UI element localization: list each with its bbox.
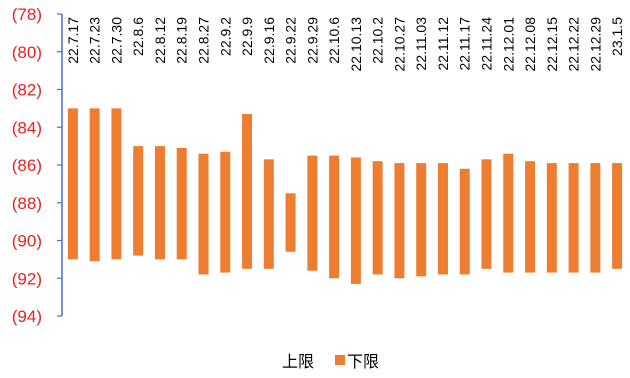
- range-bar: [481, 159, 492, 269]
- range-bar: [67, 108, 78, 260]
- range-bar: [525, 161, 536, 273]
- legend: 上限 下限: [282, 353, 379, 371]
- x-tick-label: 22.7.23: [87, 17, 103, 64]
- x-tick-label: 22.8.12: [152, 17, 168, 64]
- x-tick-label: 22.11.17: [457, 17, 473, 71]
- x-tick-label: 22.8.19: [174, 17, 190, 64]
- x-tick-label: 23.1.5: [609, 17, 625, 56]
- range-bar: [590, 163, 601, 273]
- x-tick-label: 22.10.2: [370, 17, 386, 64]
- range-bar: [176, 148, 187, 260]
- x-axis: 22.7.17 22.7.23 22.7.30 22.8.6 22.8.12 22.8.1…: [65, 17, 625, 72]
- range-bar: [437, 163, 448, 275]
- x-tick-label: 22.7.17: [65, 17, 81, 64]
- x-tick-label: 22.11.12: [435, 17, 451, 71]
- range-bar: [546, 163, 557, 273]
- range-bar: [372, 161, 383, 275]
- x-tick-label: 22.10.13: [348, 17, 364, 72]
- legend-label-upper: 上限: [282, 353, 314, 371]
- range-bar: [133, 146, 144, 256]
- x-tick-label: 22.8.27: [196, 17, 212, 64]
- y-tick-label: (94): [12, 307, 42, 326]
- x-tick-label: 22.7.30: [108, 17, 124, 64]
- range-bars: [67, 108, 623, 284]
- x-tick-label: 22.9.29: [304, 17, 320, 64]
- y-tick-label: (92): [12, 269, 42, 288]
- range-bar: [111, 108, 122, 260]
- range-bar: [198, 153, 209, 275]
- x-tick-label: 22.9.22: [283, 17, 299, 64]
- y-tick-label: (82): [12, 81, 42, 100]
- y-tick-label: (80): [12, 43, 42, 62]
- range-bar: [612, 163, 623, 269]
- y-tick-label: (86): [12, 156, 42, 175]
- x-tick-label: 22.10.27: [391, 17, 407, 72]
- x-tick-label: 22.8.6: [130, 17, 146, 56]
- range-bar: [459, 168, 470, 275]
- x-tick-label: 22.12.29: [587, 17, 603, 72]
- x-tick-label: 22.11.03: [413, 17, 429, 71]
- range-bar: [242, 114, 253, 269]
- x-tick-label: 22.9.16: [261, 17, 277, 64]
- range-bar: [503, 153, 514, 273]
- y-tick-label: (90): [12, 232, 42, 251]
- x-tick-label: 22.12.01: [500, 17, 516, 72]
- range-bar: [154, 146, 165, 260]
- x-tick-label: 22.10.6: [326, 17, 342, 64]
- y-tick-label: (88): [12, 194, 42, 213]
- range-bar: [220, 151, 231, 273]
- x-tick-label: 22.11.24: [479, 17, 495, 71]
- x-tick-label: 22.9.2: [217, 17, 233, 56]
- range-bar: [394, 163, 405, 279]
- range-bar: [89, 108, 100, 262]
- y-axis: (78) (80) (82) (84) (86) (88) (90) (92) (94): [12, 5, 63, 326]
- legend-label-lower: 下限: [347, 353, 379, 371]
- range-bar: [568, 163, 579, 273]
- x-tick-label: 22.12.08: [522, 17, 538, 72]
- x-tick-label: 22.9.9: [239, 17, 255, 56]
- range-bar: [416, 163, 427, 277]
- range-bar: [285, 193, 296, 252]
- x-tick-label: 22.12.15: [544, 17, 560, 72]
- y-tick-label: (78): [12, 5, 42, 24]
- x-tick-label: 22.12.22: [566, 17, 582, 72]
- range-bar: [307, 155, 318, 271]
- range-bar: [263, 159, 274, 269]
- legend-swatch-lower: [335, 355, 345, 365]
- range-bar: [350, 157, 361, 284]
- y-tick-label: (84): [12, 118, 42, 137]
- range-bar: [329, 155, 340, 279]
